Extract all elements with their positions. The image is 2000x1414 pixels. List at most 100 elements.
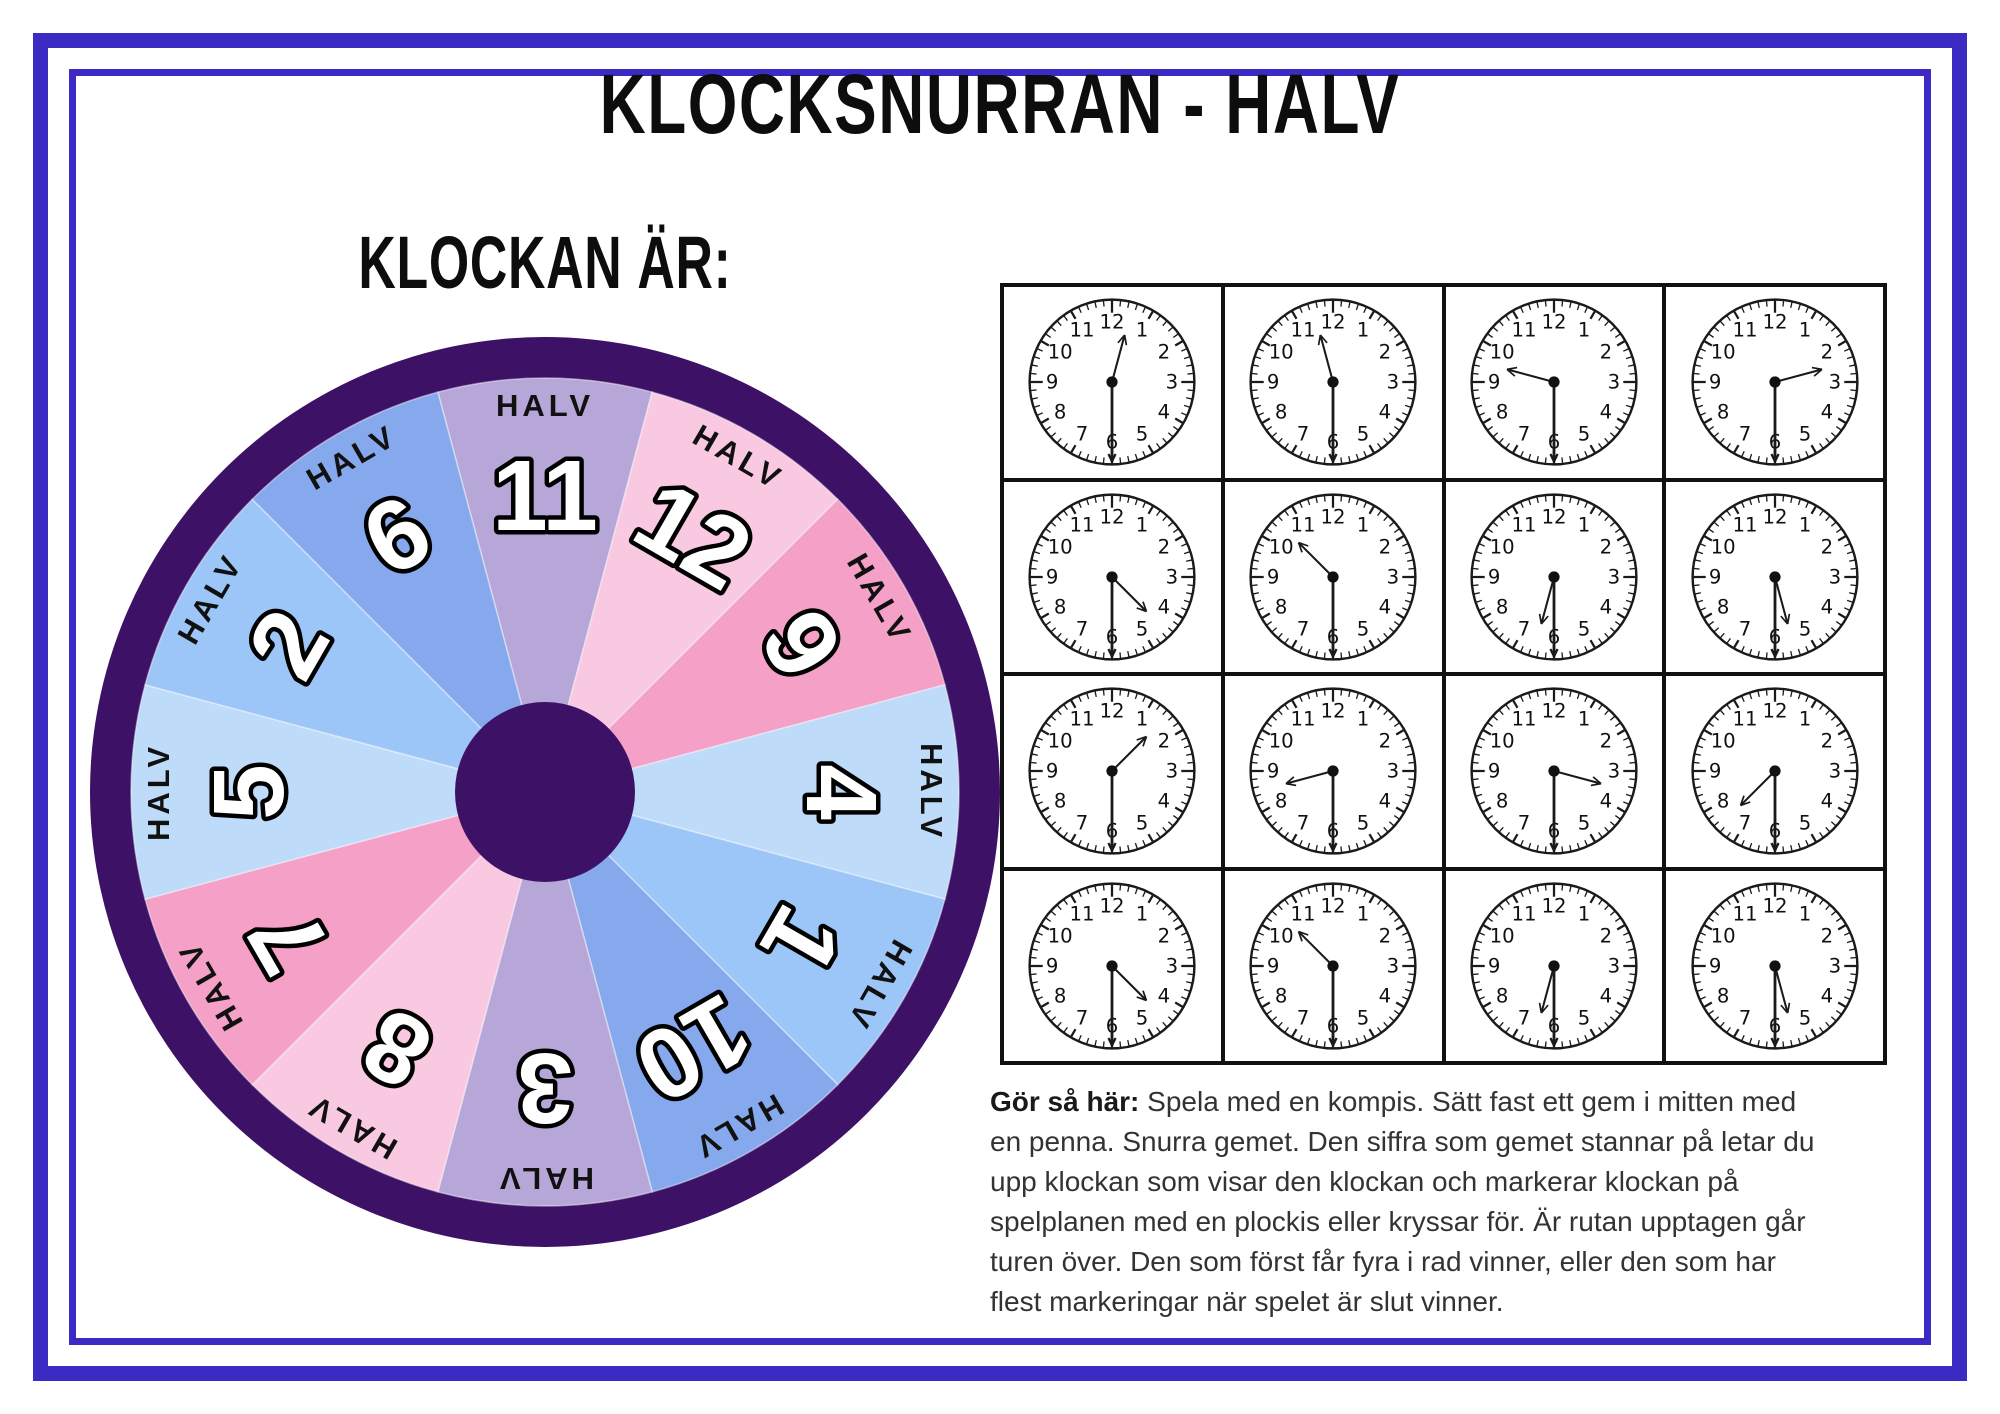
clock-number: 10 <box>1490 535 1515 558</box>
clock-number: 12 <box>1541 505 1566 528</box>
analog-clock: 121234567891011 <box>1691 687 1859 855</box>
clock-number: 9 <box>1708 565 1721 588</box>
clock-cell: 121234567891011 <box>1224 287 1442 478</box>
instructions-text: Gör så här: Spela med en kompis. Sätt fa… <box>990 1082 1910 1322</box>
analog-clock: 121234567891011 <box>1470 493 1638 661</box>
clock-number: 5 <box>1357 423 1370 446</box>
clock-number: 3 <box>1828 954 1841 977</box>
clock-number: 9 <box>1488 954 1501 977</box>
clock-number: 5 <box>1798 812 1811 835</box>
clock-cell: 121234567891011 <box>1004 287 1221 478</box>
wheel-number: 4 <box>785 764 897 820</box>
clock-number: 4 <box>1158 595 1171 618</box>
clock-number: 10 <box>1048 730 1073 753</box>
clock-number: 2 <box>1820 341 1833 364</box>
instructions-line: Gör så här: Spela med en kompis. Sätt fa… <box>990 1086 1797 1117</box>
clock-number: 8 <box>1496 790 1509 813</box>
clock-number: 7 <box>1738 617 1751 640</box>
page-title: KLOCKSNURRAN - HALV <box>599 57 1401 151</box>
clock-number: 7 <box>1738 1006 1751 1029</box>
clock-number: 7 <box>1518 812 1531 835</box>
clock-number: 2 <box>1158 730 1171 753</box>
clock-number: 3 <box>1387 954 1400 977</box>
clock-number: 7 <box>1297 423 1310 446</box>
clock-number: 4 <box>1820 984 1833 1007</box>
clock-number: 1 <box>1136 902 1149 925</box>
clock-number: 9 <box>1267 760 1280 783</box>
wheel-segment-5 <box>130 683 548 901</box>
clock-number: 5 <box>1357 812 1370 835</box>
clock-number: 1 <box>1136 319 1149 342</box>
clock-number: 8 <box>1717 790 1730 813</box>
clock-number: 5 <box>1136 423 1149 446</box>
clock-number: 4 <box>1379 401 1392 424</box>
clock-number: 10 <box>1269 535 1294 558</box>
clock-number: 8 <box>1496 595 1509 618</box>
clock-number: 10 <box>1710 924 1735 947</box>
clock-number: 5 <box>1798 1006 1811 1029</box>
clock-number: 1 <box>1578 902 1591 925</box>
clock-number: 1 <box>1798 902 1811 925</box>
clock-number: 3 <box>1166 371 1179 394</box>
wheel-segment-6 <box>251 391 547 795</box>
clock-number: 10 <box>1710 535 1735 558</box>
analog-clock: 121234567891011 <box>1028 882 1196 1050</box>
clock-number: 4 <box>1599 401 1612 424</box>
clock-number: 2 <box>1599 924 1612 947</box>
clock-number: 3 <box>1608 371 1621 394</box>
clock-number: 4 <box>1599 595 1612 618</box>
clock-number: 5 <box>1578 812 1591 835</box>
clock-number: 8 <box>1717 984 1730 1007</box>
clock-number: 11 <box>1511 902 1536 925</box>
wheel-halv-label: HALV <box>496 1161 594 1196</box>
clock-number: 2 <box>1379 535 1392 558</box>
clock-number: 2 <box>1379 730 1392 753</box>
clock-number: 12 <box>1762 894 1787 917</box>
clock-number: 9 <box>1046 565 1059 588</box>
clock-number: 7 <box>1518 1006 1531 1029</box>
clock-number: 10 <box>1710 341 1735 364</box>
clock-number: 3 <box>1387 565 1400 588</box>
clock-number: 11 <box>1291 319 1316 342</box>
clock-number: 9 <box>1267 565 1280 588</box>
clock-cell: 121234567891011 <box>1004 676 1221 867</box>
analog-clock: 121234567891011 <box>1691 298 1859 466</box>
clock-cell: 121234567891011 <box>1445 870 1663 1061</box>
clock-number: 2 <box>1379 341 1392 364</box>
wheel-segment-7 <box>144 790 548 1086</box>
clock-cell: 121234567891011 <box>1004 870 1221 1061</box>
clock-number: 11 <box>1732 513 1757 536</box>
clock-number: 10 <box>1048 535 1073 558</box>
clock-number: 10 <box>1490 341 1515 364</box>
clock-number: 12 <box>1762 311 1787 334</box>
clock-number: 12 <box>1321 700 1346 723</box>
clock-cell: 121234567891011 <box>1224 676 1442 867</box>
clock-number: 4 <box>1820 401 1833 424</box>
clock-number: 7 <box>1297 812 1310 835</box>
clock-cell: 121234567891011 <box>1445 481 1663 672</box>
clock-number: 8 <box>1496 984 1509 1007</box>
clock-number: 1 <box>1578 513 1591 536</box>
clock-number: 10 <box>1269 924 1294 947</box>
clock-number: 11 <box>1732 902 1757 925</box>
clock-number: 7 <box>1738 423 1751 446</box>
clock-number: 3 <box>1387 760 1400 783</box>
wheel-segment-8 <box>251 789 547 1193</box>
analog-clock: 121234567891011 <box>1028 687 1196 855</box>
clock-number: 11 <box>1291 708 1316 731</box>
clock-number: 8 <box>1275 401 1288 424</box>
clock-number: 12 <box>1321 505 1346 528</box>
clock-number: 3 <box>1166 954 1179 977</box>
clock-number: 5 <box>1578 1006 1591 1029</box>
wheel-number: 3 <box>517 1032 573 1144</box>
clock-number: 5 <box>1136 1006 1149 1029</box>
clock-number: 10 <box>1269 730 1294 753</box>
clock-number: 8 <box>1054 595 1067 618</box>
clock-number: 3 <box>1828 565 1841 588</box>
clock-number: 2 <box>1820 924 1833 947</box>
wheel-segment-1 <box>542 790 946 1086</box>
analog-clock: 121234567891011 <box>1470 687 1638 855</box>
clock-number: 1 <box>1798 513 1811 536</box>
clock-number: 1 <box>1357 513 1370 536</box>
clock-number: 11 <box>1070 902 1095 925</box>
